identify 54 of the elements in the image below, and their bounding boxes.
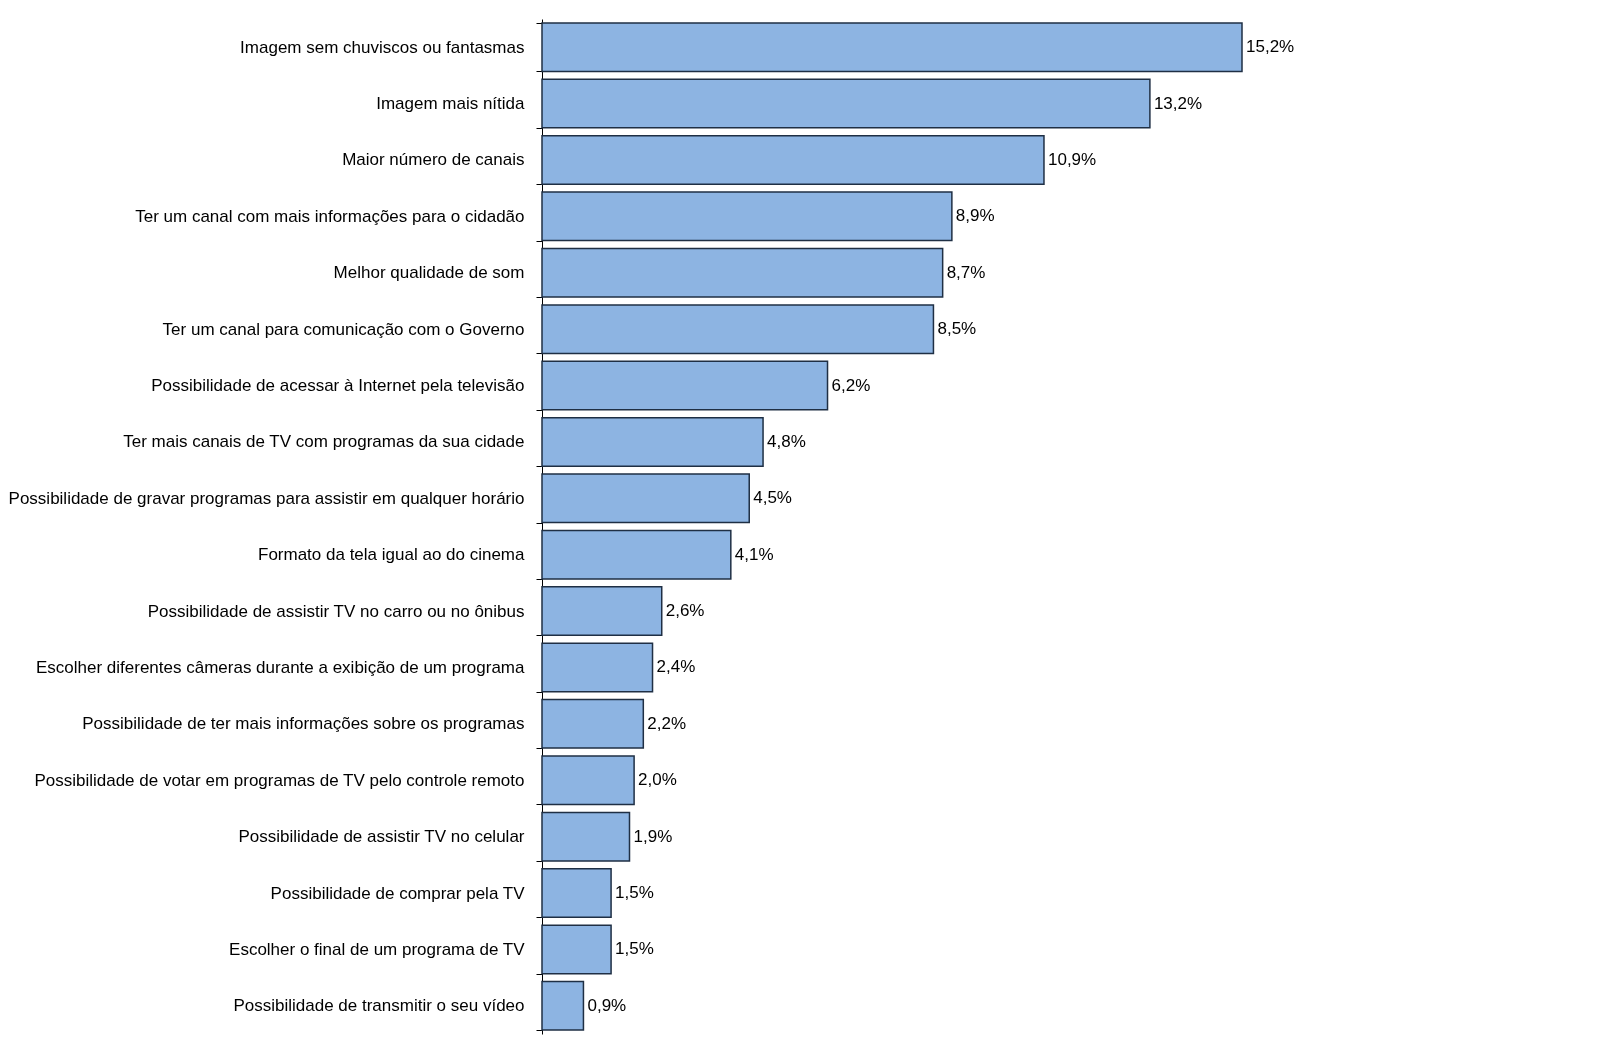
bar <box>541 811 631 862</box>
bar <box>541 134 1045 185</box>
data-label: 10,9% <box>1047 149 1097 169</box>
data-label: 2,4% <box>656 657 696 677</box>
data-label: 4,5% <box>753 488 792 508</box>
y-tick-label: Possibilidade de comprar pela TV <box>270 883 526 903</box>
y-tick-label: Possibilidade de gravar programas para assistir em qualquer horário <box>8 488 525 508</box>
y-tick-label: Imagem sem chuviscos ou fantasmas <box>240 37 525 57</box>
data-label: 8,7% <box>946 262 986 282</box>
y-tick-label: Melhor qualidade de som <box>333 263 525 283</box>
bar <box>541 360 829 411</box>
data-label: 8,9% <box>955 206 995 226</box>
bar <box>541 698 645 749</box>
bar <box>541 529 732 580</box>
bar <box>541 868 612 919</box>
data-label: 15,2% <box>1246 37 1295 57</box>
data-label: 0,9% <box>587 995 627 1015</box>
data-label: 13,2% <box>1153 93 1203 113</box>
data-label: 1,9% <box>633 826 673 846</box>
y-tick-label: Possibilidade de ter mais informações sobre os programas <box>82 714 525 734</box>
bar <box>541 473 750 524</box>
bar <box>541 586 663 637</box>
bar <box>541 191 953 242</box>
y-tick-label: Ter mais canais de TV com programas da sua cidade <box>123 432 525 452</box>
y-tick-label: Escolher diferentes câmeras durante a exibição de um programa <box>35 657 526 677</box>
bar <box>541 247 944 298</box>
data-label: 8,5% <box>937 319 977 339</box>
data-label: 1,5% <box>615 939 654 959</box>
bar <box>541 980 585 1031</box>
y-tick-label: Imagem mais nítida <box>376 94 526 114</box>
y-tick-label: Possibilidade de votar em programas de TV pelo controle remoto <box>34 770 525 790</box>
y-tick-label: Possibilidade de acessar à Internet pela televisão <box>151 376 525 396</box>
y-tick-label: Ter um canal para comunicação com o Governo <box>162 319 525 339</box>
bar <box>541 642 654 693</box>
y-tick-label: Ter um canal com mais informações para o cidadão <box>135 206 525 226</box>
y-tick-label: Possibilidade de assistir TV no carro ou no ônibus <box>147 601 525 621</box>
data-label: 2,6% <box>665 601 705 621</box>
data-label: 2,2% <box>647 713 687 733</box>
y-tick-label: Formato da tela igual ao do cinema <box>258 545 526 565</box>
y-tick-label: Possibilidade de assistir TV no celular <box>238 827 525 847</box>
bar <box>541 22 1243 73</box>
bar <box>541 416 764 467</box>
y-tick-label: Escolher o final de um programa de TV <box>229 939 526 959</box>
bar <box>541 924 612 975</box>
y-tick-label: Possibilidade de transmitir o seu vídeo <box>233 996 525 1016</box>
data-label: 6,2% <box>831 375 871 395</box>
data-label: 2,0% <box>638 770 677 790</box>
data-label: 1,5% <box>615 883 654 903</box>
data-label: 4,8% <box>767 431 806 451</box>
y-tick-label: Maior número de canais <box>342 150 525 170</box>
bar <box>541 78 1151 129</box>
data-label: 4,1% <box>734 544 774 564</box>
bar <box>541 304 935 355</box>
bar <box>541 755 635 806</box>
